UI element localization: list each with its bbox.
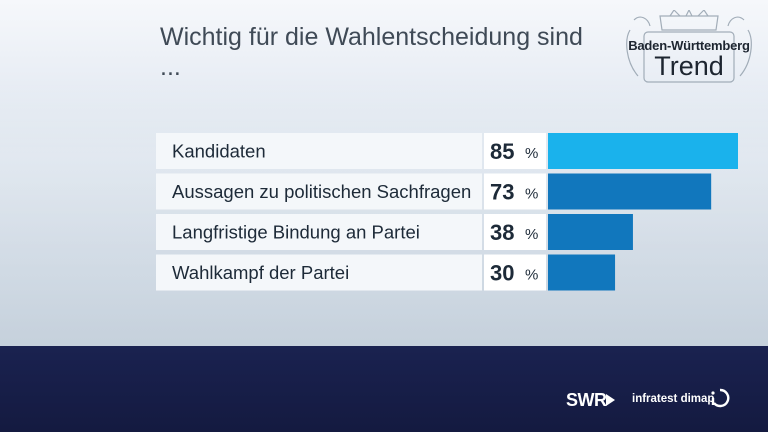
logo-line-2: Trend (654, 51, 724, 81)
category-label: Langfristige Bindung an Partei (172, 222, 420, 243)
unit-label: % (525, 226, 538, 243)
bar (548, 214, 633, 250)
category-label: Wahlkampf der Partei (172, 262, 349, 283)
category-label: Kandidaten (172, 141, 266, 162)
bar (548, 254, 616, 291)
logo-line-1: Baden-Württemberg (628, 38, 750, 53)
bar (548, 133, 738, 169)
value-label-bg (484, 214, 546, 250)
bar (548, 173, 712, 210)
unit-label: % (525, 145, 538, 162)
value-label: 85 (490, 139, 514, 164)
trend-logo: Baden-Württemberg Trend (620, 10, 758, 86)
value-label-bg (484, 254, 546, 291)
page-title: Wichtig für die Wahlentscheidung sind ..… (160, 23, 583, 81)
institute-logo: infratest dimap (632, 393, 715, 405)
value-label: 30 (490, 261, 514, 286)
value-label: 73 (490, 180, 514, 205)
category-label: Aussagen zu politischen Sachfragen (172, 181, 471, 202)
unit-label: % (525, 186, 538, 203)
category-label-bg (156, 214, 482, 250)
broadcaster-logo: SWR (566, 390, 607, 410)
swr-arrow-icon (606, 394, 615, 406)
coat-of-arms-icon (626, 10, 752, 83)
category-label-bg (156, 254, 482, 291)
category-label-bg (156, 133, 482, 169)
value-label-bg (484, 133, 546, 169)
footer-bar (0, 346, 768, 432)
value-label-bg (484, 173, 546, 210)
value-label: 38 (490, 220, 514, 245)
unit-label: % (525, 267, 538, 284)
category-label-bg (156, 173, 482, 210)
infratest-icon (711, 388, 730, 408)
